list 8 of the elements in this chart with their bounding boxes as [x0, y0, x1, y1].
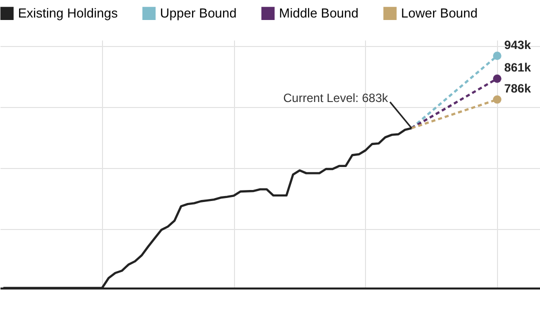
data-label: 786k — [504, 82, 532, 96]
annotation: Current Level: 683k — [283, 91, 389, 105]
legend-label: Upper Bound — [160, 5, 237, 20]
data-label: 943k — [504, 38, 532, 52]
legend-label: Middle Bound — [279, 5, 358, 20]
legend-label: Lower Bound — [401, 5, 478, 20]
data-label: 861k — [504, 60, 532, 75]
legend-label: Existing Holdings — [18, 5, 118, 20]
